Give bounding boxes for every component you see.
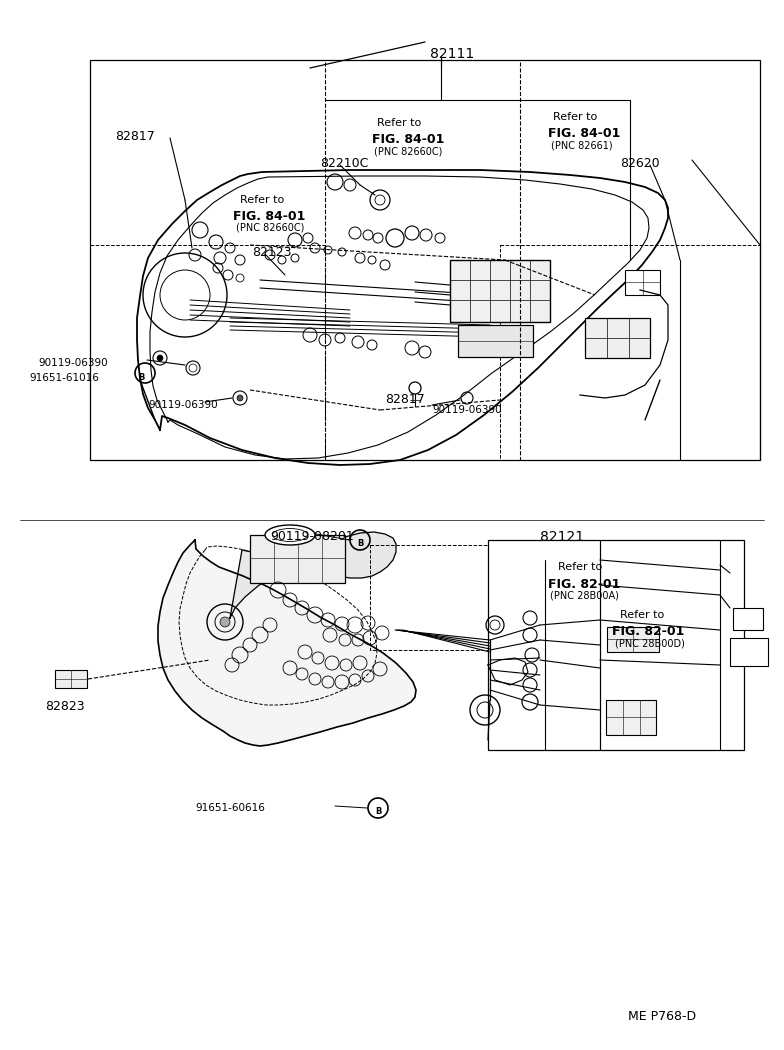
Text: 82817: 82817 bbox=[115, 130, 154, 143]
Text: Refer to: Refer to bbox=[240, 195, 285, 205]
Circle shape bbox=[237, 395, 243, 401]
Text: Refer to: Refer to bbox=[553, 112, 597, 122]
Text: 90119-06390: 90119-06390 bbox=[148, 400, 218, 410]
Text: Refer to: Refer to bbox=[620, 610, 664, 620]
Text: FIG. 84-01: FIG. 84-01 bbox=[548, 127, 620, 140]
Polygon shape bbox=[158, 540, 416, 746]
Bar bbox=[90, 60, 760, 460]
Bar bbox=[488, 540, 744, 750]
Bar bbox=[607, 627, 659, 652]
Text: ME P768-D: ME P768-D bbox=[628, 1010, 696, 1023]
Text: FIG. 84-01: FIG. 84-01 bbox=[233, 210, 306, 223]
Bar bbox=[90, 245, 325, 460]
Text: 82817: 82817 bbox=[385, 393, 425, 406]
Bar bbox=[606, 700, 656, 735]
Bar bbox=[625, 270, 660, 295]
Text: (PNC 82660C): (PNC 82660C) bbox=[374, 146, 442, 156]
Text: B: B bbox=[138, 374, 144, 382]
Text: B: B bbox=[357, 540, 363, 548]
Bar bbox=[585, 318, 650, 358]
Text: 82123: 82123 bbox=[252, 246, 292, 259]
Text: 90119-06390: 90119-06390 bbox=[432, 405, 502, 415]
Text: (PNC 82660C): (PNC 82660C) bbox=[236, 223, 304, 233]
Text: (PNC 28B00A): (PNC 28B00A) bbox=[550, 591, 619, 601]
Text: B: B bbox=[375, 807, 381, 817]
Text: 82121: 82121 bbox=[540, 530, 584, 544]
Bar bbox=[500, 245, 760, 460]
Text: FIG. 82-01: FIG. 82-01 bbox=[612, 625, 684, 638]
Text: 82620: 82620 bbox=[620, 158, 659, 170]
Polygon shape bbox=[230, 532, 396, 618]
Bar bbox=[370, 545, 488, 650]
Text: 91651-60616: 91651-60616 bbox=[195, 803, 265, 813]
Bar bbox=[733, 608, 763, 630]
Text: FIG. 84-01: FIG. 84-01 bbox=[372, 133, 445, 146]
Bar bbox=[250, 536, 345, 583]
Circle shape bbox=[220, 617, 230, 627]
Bar bbox=[458, 326, 533, 357]
Text: 90119-08201: 90119-08201 bbox=[270, 530, 354, 543]
Text: Refer to: Refer to bbox=[377, 118, 421, 128]
Bar bbox=[55, 670, 87, 688]
Text: 82111: 82111 bbox=[430, 47, 474, 61]
Text: FIG. 82-01: FIG. 82-01 bbox=[548, 578, 620, 591]
Text: 82210C: 82210C bbox=[320, 158, 368, 170]
Ellipse shape bbox=[265, 525, 315, 545]
Bar bbox=[730, 638, 768, 666]
Text: (PNC 28B00D): (PNC 28B00D) bbox=[615, 638, 685, 648]
Text: Refer to: Refer to bbox=[558, 562, 602, 572]
Bar bbox=[450, 260, 550, 322]
Text: 82823: 82823 bbox=[45, 700, 85, 713]
Text: 90119-06390: 90119-06390 bbox=[38, 358, 107, 367]
Text: (PNC 82661): (PNC 82661) bbox=[551, 140, 612, 150]
Text: 91651-61016: 91651-61016 bbox=[29, 373, 99, 383]
Circle shape bbox=[157, 355, 163, 361]
